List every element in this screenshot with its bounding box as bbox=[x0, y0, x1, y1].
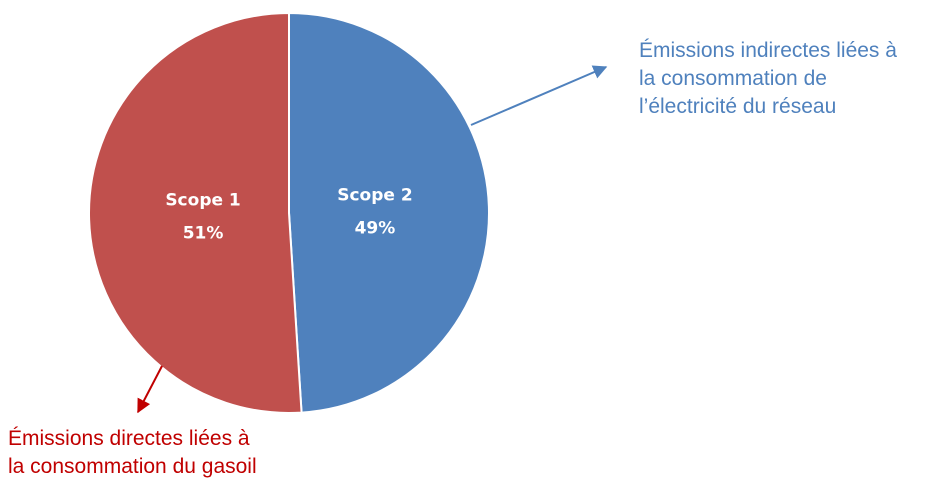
callout-scope-2: Émissions indirectes liées à la consomma… bbox=[639, 37, 897, 121]
slice-percent-scope-1: 51% bbox=[183, 224, 224, 244]
callout-scope-2-line-1: Émissions indirectes liées à bbox=[639, 39, 897, 62]
callout-arrows bbox=[137, 65, 608, 414]
callout-scope-1: Émissions directes liées à la consommati… bbox=[8, 425, 257, 481]
callout-scope-2-line-2: la consommation de bbox=[639, 67, 827, 90]
pie-slices bbox=[87, 11, 490, 414]
callout-arrow-scope-1 bbox=[137, 365, 163, 414]
callout-scope-1-line-2: la consommation du gasoil bbox=[8, 455, 257, 478]
slice-percent-scope-2: 49% bbox=[355, 218, 396, 238]
slice-label-scope-2: Scope 2 bbox=[337, 185, 412, 205]
callout-scope-2-line-3: l’électricité du réseau bbox=[639, 95, 837, 118]
pie-slice-labels: Scope 2 49% Scope 1 51% bbox=[165, 185, 412, 243]
pie-slice-scope-1 bbox=[87, 11, 303, 414]
pie-slice-scope-2 bbox=[288, 11, 490, 414]
callout-arrow-scope-2 bbox=[470, 65, 608, 126]
callout-scope-1-line-1: Émissions directes liées à bbox=[8, 427, 250, 450]
slice-label-scope-1: Scope 1 bbox=[165, 191, 240, 211]
